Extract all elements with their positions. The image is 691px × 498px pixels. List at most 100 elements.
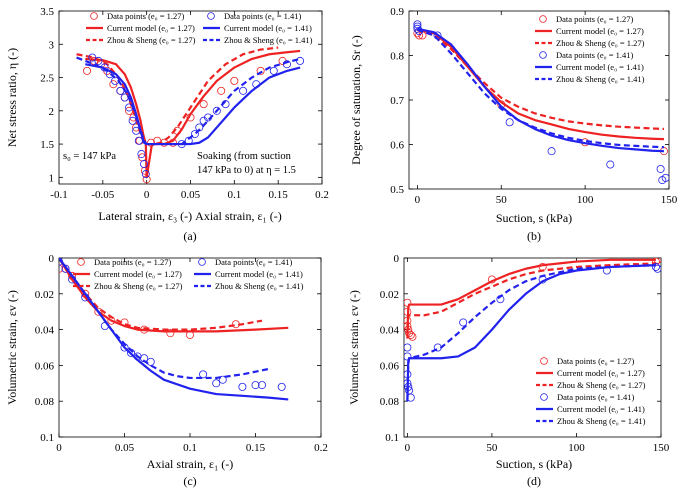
legend-entry: Data points (e₀ = 1.41) xyxy=(556,50,634,60)
data-point xyxy=(296,56,305,65)
data-point xyxy=(606,160,615,169)
data-point xyxy=(408,332,417,341)
data-point xyxy=(404,298,412,307)
data-point xyxy=(83,66,92,75)
y-tick-label: 0.8 xyxy=(390,51,404,63)
data-point xyxy=(212,379,221,388)
y-tick-label: 3.5 xyxy=(40,6,54,18)
y-tick-label: 0.1 xyxy=(385,432,399,444)
data-point xyxy=(199,370,208,379)
data-point xyxy=(94,56,103,65)
series-group xyxy=(404,258,661,402)
data-point xyxy=(651,262,660,271)
series-group xyxy=(76,46,305,184)
current-model-line xyxy=(417,27,665,153)
legend-entry: Zhou & Sheng (e₀ = 1.41) xyxy=(556,74,645,84)
y-tick-label: 0.5 xyxy=(390,184,404,196)
x-tick-label: 0 xyxy=(415,194,421,206)
x-tick-label: 150 xyxy=(653,442,670,454)
y-tick-label: 1 xyxy=(49,172,55,184)
y-tick-label: 3 xyxy=(49,39,55,51)
x-axis-label: Suction, s (kPa) xyxy=(496,211,572,225)
panel-label: (b) xyxy=(527,229,541,243)
legend-entry: Current model (e₀ = 1.41) xyxy=(557,404,645,414)
legend-marker xyxy=(539,51,547,59)
panel-label: (c) xyxy=(183,474,196,488)
y-tick-label: 0 xyxy=(49,253,55,265)
legend-marker xyxy=(540,393,548,401)
annotation-text: 147 kPa to 0) at η = 1.5 xyxy=(197,165,296,176)
current-model-line xyxy=(406,258,656,336)
x-axis-label: Axial strain, ε₁ (-) xyxy=(147,457,234,471)
y-tick-label: 0.7 xyxy=(390,95,404,107)
x-tick-label: 0.1 xyxy=(227,189,241,201)
x-tick-label: 0.05 xyxy=(115,442,135,454)
y-axis-label: Net stress ratio, η (-) xyxy=(5,48,19,147)
legend-entry: Zhou & Sheng (e₀ = 1.27) xyxy=(94,281,183,291)
x-tick-label: 50 xyxy=(496,194,508,206)
x-tick-label: 0.15 xyxy=(269,189,289,201)
legend-entry: Data points (e₀ = 1.41) xyxy=(215,257,293,267)
data-point xyxy=(120,93,129,102)
legend-entry: Data points (e₀ = 1.27) xyxy=(107,11,185,21)
data-point xyxy=(218,375,227,384)
legend-entry: Current model (e₀ = 1.27) xyxy=(557,368,645,378)
y-tick-label: 0.08 xyxy=(35,396,55,408)
x-axis-label: Suction, s (kPa) xyxy=(496,457,572,471)
x-tick-label: -0.05 xyxy=(91,189,114,201)
x-tick-label: 100 xyxy=(568,442,585,454)
ticks: 0 50 100 150 0.5 0.6 0.7 0.8 0.9 xyxy=(390,6,678,206)
legend: Data points (e₀ = 1.27) Current model (e₀… xyxy=(86,11,313,45)
x-tick-label: 50 xyxy=(486,442,498,454)
y-axis-label: Degree of saturation, Sr (-) xyxy=(349,35,363,165)
legend-entry: Data points (e₀ = 1.41) xyxy=(224,11,302,21)
data-point xyxy=(404,352,412,361)
x-tick-label: 0.15 xyxy=(246,442,266,454)
data-point xyxy=(269,66,278,75)
legend-entry: Zhou & Sheng (e₀ = 1.27) xyxy=(557,380,646,390)
y-tick-label: 0.06 xyxy=(35,360,55,372)
data-point xyxy=(282,60,291,69)
legend-entry: Zhou & Sheng (e₀ = 1.27) xyxy=(107,35,196,45)
data-point xyxy=(256,66,265,75)
data-point xyxy=(212,106,221,115)
legend-entry: Current model (e₀ = 1.41) xyxy=(224,23,312,33)
legend-marker xyxy=(77,258,85,266)
data-point xyxy=(238,382,247,391)
y-tick-label: 0.6 xyxy=(390,140,404,152)
legend-entry: Zhou & Sheng (e₀ = 1.41) xyxy=(224,35,313,45)
legend-marker xyxy=(198,258,206,266)
data-point xyxy=(661,173,669,182)
y-tick-label: 0.04 xyxy=(35,325,55,337)
zhou-sheng-line xyxy=(59,258,269,380)
legend-entry: Data points (e₀ = 1.27) xyxy=(94,257,172,267)
y-tick-label: 0.06 xyxy=(380,360,400,372)
panel-label: (a) xyxy=(183,229,196,243)
x-tick-label: 100 xyxy=(577,194,594,206)
legend-marker xyxy=(539,15,547,23)
legend-entry: Current model (e₀ = 1.27) xyxy=(94,269,182,279)
legend-entry: Data points (e₀ = 1.27) xyxy=(557,356,635,366)
x-tick-label: 0.2 xyxy=(315,189,329,201)
data-point xyxy=(217,86,226,95)
ticks: -0.1 -0.05 0 0.05 0.1 0.15 0.2 1 1.5 2 2.5 3 3.5 xyxy=(40,6,329,201)
x-tick-label: 0 xyxy=(144,189,150,201)
legend-marker xyxy=(207,12,215,20)
zhou-sheng-line xyxy=(76,56,301,146)
legend-marker xyxy=(540,357,548,365)
data-point xyxy=(230,76,239,85)
x-axis-label: Lateral strain, ε₃ (-) Axial strain, ε₁ … xyxy=(98,209,281,223)
data-point xyxy=(137,150,146,159)
legend: Data points (e₀ = 1.27) Current model (e₀… xyxy=(536,356,646,426)
panel-b: 0 50 100 150 0.5 0.6 0.7 0.8 0.9 Suction, s (kPa)… xyxy=(349,6,678,243)
legend-entry: Data points (e₀ = 1.27) xyxy=(556,14,634,24)
data-point xyxy=(258,381,267,390)
data-point xyxy=(146,357,155,366)
panel-d: 0 50 100 150 0 0.02 0.04 0.06 0.08 0.1 Suction, s … xyxy=(347,253,670,488)
panel-a: -0.1 -0.05 0 0.05 0.1 0.15 0.2 1 1.5 2 2.5 3 3.5 Late… xyxy=(5,6,329,243)
y-tick-label: 0.02 xyxy=(35,289,54,301)
x-tick-label: 0.05 xyxy=(181,189,201,201)
y-tick-label: 0.08 xyxy=(380,396,400,408)
data-point xyxy=(251,381,260,390)
